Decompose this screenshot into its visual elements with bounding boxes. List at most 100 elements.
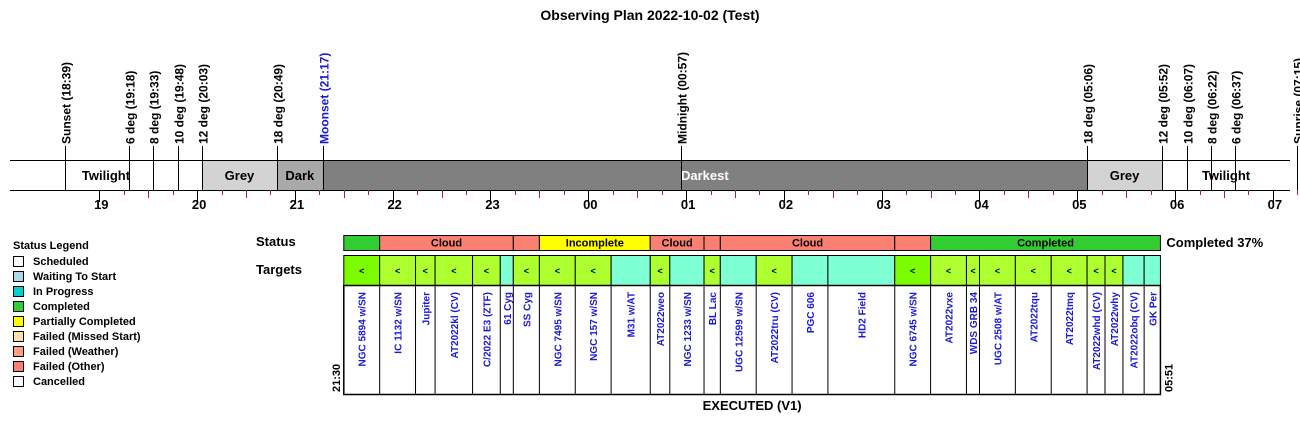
- window-start-label: 21:30: [331, 364, 343, 392]
- target-marker: <: [359, 266, 364, 276]
- legend-label-scheduled: Scheduled: [33, 256, 89, 268]
- legend-label-failed-other: Failed (Other): [33, 361, 105, 373]
- event-label-6-deg-19-18: 6 deg (19:18): [124, 71, 138, 144]
- target-names-panel: NGC 5894 w/SN IC 1132 w/SN Jupiter AT2022kl…: [331, 284, 1175, 413]
- target-name-bl-lac: BL Lac: [708, 292, 719, 326]
- status-segment: [343, 235, 381, 251]
- target-name-at2022tqu: AT2022tqu: [1029, 292, 1040, 342]
- target-block-at2022tqu: [1014, 255, 1052, 286]
- event-label-sunset-18-39: Sunset (18:39): [60, 62, 74, 144]
- status-segment: [894, 235, 932, 251]
- legend-label-failed-weather: Failed (Weather): [33, 346, 119, 358]
- target-marker: <: [1031, 266, 1036, 276]
- hour-label-19: 19: [94, 197, 108, 212]
- target-marker: <: [970, 266, 975, 276]
- status-label-cloud: Cloud: [792, 238, 823, 250]
- hour-label-02: 02: [779, 197, 793, 212]
- executed-label: EXECUTED (V1): [703, 398, 802, 413]
- target-name-ngc-6745-w-sn: NGC 6745 w/SN: [909, 292, 920, 366]
- hour-label-20: 20: [192, 197, 206, 212]
- target-block-pgc-606: [791, 255, 829, 286]
- target-block-gk-per: [1143, 255, 1161, 286]
- status-label-incomplete: Incomplete: [566, 238, 624, 250]
- status-row: Status Cloud Incomplete Cloud Cloud Completed…: [256, 234, 1264, 251]
- target-marker: <: [451, 266, 456, 276]
- phase-label-twilight: Twilight: [82, 168, 131, 183]
- event-label-8-deg-19-33: 8 deg (19:33): [148, 71, 162, 144]
- executed-panel: [343, 284, 1162, 396]
- legend-swatch-failed-other: [13, 361, 24, 372]
- event-label-moonset-21-17: Moonset (21:17): [318, 53, 332, 144]
- legend-swatch-scheduled: [13, 256, 24, 267]
- legend-label-in-progress: In Progress: [33, 286, 94, 298]
- phase-label-dark: Dark: [285, 168, 315, 183]
- target-block-ngc-5894-w-sn: [343, 255, 381, 286]
- target-marker: <: [771, 266, 776, 276]
- target-block-at2022tmq: [1050, 255, 1088, 286]
- target-marker: <: [995, 266, 1000, 276]
- target-block-ugc-2508-w-at: [979, 255, 1016, 286]
- completion-text: Completed 37%: [1166, 235, 1263, 250]
- phase-label-twilight: Twilight: [1202, 168, 1251, 183]
- event-label-10-deg-06-07: 10 deg (06:07): [1182, 64, 1196, 144]
- target-name-at2022kl-cv: AT2022kl (CV): [450, 292, 461, 359]
- target-name-ugc-12599-w-sn: UGC 12599 w/SN: [734, 292, 745, 372]
- target-marker: <: [395, 266, 400, 276]
- phase-twilight: [1162, 161, 1290, 190]
- event-label-6-deg-06-37: 6 deg (06:37): [1230, 71, 1244, 144]
- legend-swatch-partially-completed: [13, 316, 24, 327]
- event-label-18-deg-05-06: 18 deg (05:06): [1082, 64, 1096, 144]
- event-label-10-deg-19-48: 10 deg (19:48): [173, 64, 187, 144]
- target-marker: <: [1067, 266, 1072, 276]
- hour-label-00: 00: [583, 197, 597, 212]
- target-marker: <: [1093, 266, 1098, 276]
- hour-label-06: 06: [1170, 197, 1184, 212]
- target-marker: <: [1111, 266, 1116, 276]
- event-label-12-deg-20-03: 12 deg (20:03): [197, 64, 211, 144]
- target-name-at2022tmq: AT2022tmq: [1065, 292, 1076, 345]
- target-name-ss-cyg: SS Cyg: [522, 292, 533, 327]
- hour-label-21: 21: [290, 197, 304, 212]
- target-block-at2022kl-cv: [434, 255, 474, 286]
- status-label-cloud: Cloud: [662, 238, 693, 250]
- target-marker: <: [657, 266, 662, 276]
- target-block-m31-w-at: [610, 255, 651, 286]
- hour-label-04: 04: [974, 197, 989, 212]
- target-name-ngc-157-w-sn: NGC 157 w/SN: [589, 292, 600, 361]
- target-name-61-cyg: 61 Cyg: [503, 292, 514, 325]
- target-marker: <: [910, 266, 915, 276]
- target-name-at2022why: AT2022why: [1110, 292, 1121, 347]
- status-segment: [930, 235, 1161, 251]
- status-label-cloud: Cloud: [431, 238, 462, 250]
- phase-twilight: [10, 161, 202, 190]
- legend-label-completed: Completed: [33, 301, 90, 313]
- hour-label-03: 03: [876, 197, 890, 212]
- target-name-at2022tru-cv: AT2022tru (CV): [770, 292, 781, 364]
- target-name-ugc-2508-w-at: UGC 2508 w/AT: [993, 292, 1004, 365]
- hour-label-05: 05: [1072, 197, 1086, 212]
- target-name-at2022whd-cv: AT2022whd (CV): [1092, 292, 1103, 370]
- target-name-at2022weo: AT2022weo: [656, 292, 667, 346]
- target-block-61-cyg: [499, 255, 514, 286]
- twilight-phase-band: Twilight Grey Dark Darkest Grey Twilight: [10, 160, 1298, 191]
- target-marker: <: [555, 266, 560, 276]
- target-marker: <: [484, 266, 489, 276]
- target-block-hd2-field: [827, 255, 896, 286]
- target-block-ic-1132-w-sn: [379, 255, 417, 286]
- phase-dark: [276, 161, 323, 190]
- legend-label-failed-missed-start: Failed (Missed Start): [33, 331, 141, 343]
- legend-swatch-completed: [13, 301, 24, 312]
- target-name-m31-w-at: M31 w/AT: [627, 292, 638, 337]
- target-name-c-2022-e3-ztf: C/2022 E3 (ZTF): [482, 292, 493, 367]
- hour-axis: 19 20 21 22 23 00 01 02 03 04 05 06 07: [94, 190, 1298, 212]
- event-markers: Sunset (18:39) 6 deg (19:18) 8 deg (19:33)…: [60, 52, 1300, 160]
- phase-grey: [201, 161, 277, 190]
- targets-row-label: Targets: [256, 262, 302, 277]
- legend-label-waiting-to-start: Waiting To Start: [33, 271, 116, 283]
- phase-label-grey: Grey: [225, 168, 255, 183]
- target-block-ugc-12599-w-sn: [719, 255, 757, 286]
- legend-swatch-cancelled: [13, 376, 24, 387]
- legend-swatch-failed-weather: [13, 346, 24, 357]
- hour-label-23: 23: [485, 197, 499, 212]
